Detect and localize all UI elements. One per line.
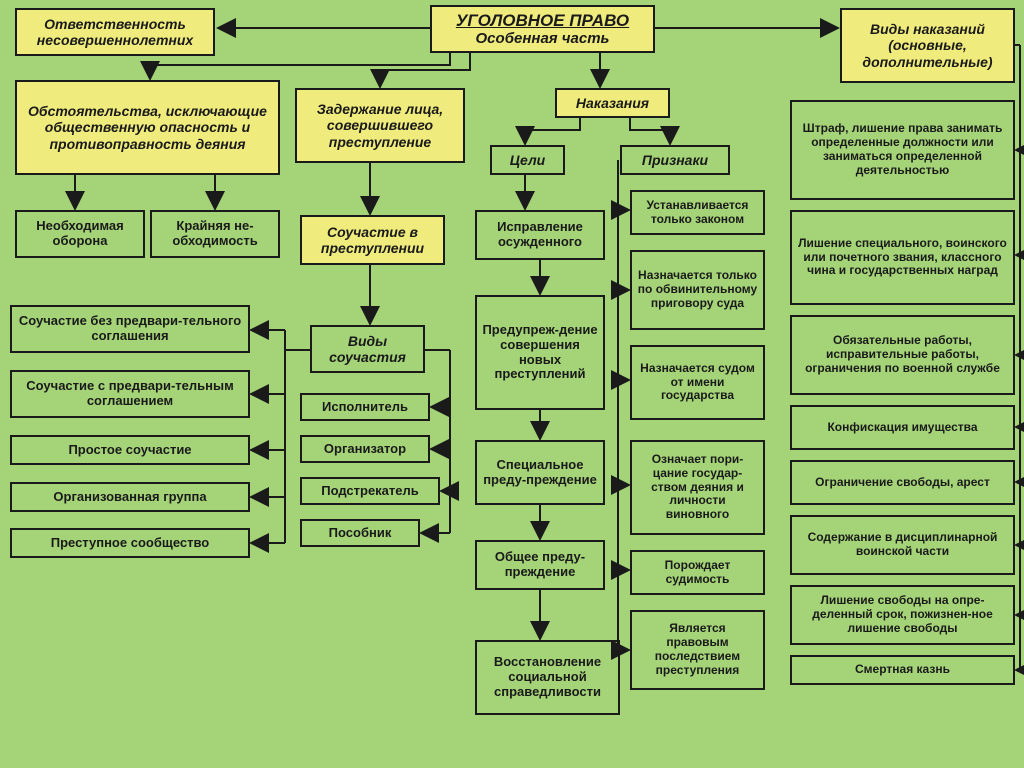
signs-item-0: Устанавливается только законом [630,190,765,235]
goals-item-4: Восстановление социальной справедливости [475,640,620,715]
complicity-item-4: Преступное сообщество [10,528,250,558]
complicity-item-1: Соучастие с предвари-тельным соглашением [10,370,250,418]
types-item-2: Подстрекатель [300,477,440,505]
punish-item-7: Смертная казнь [790,655,1015,685]
complicity-box: Соучастие в преступлении [300,215,445,265]
liability-minors: Ответственность несовершеннолетних [15,8,215,56]
punish-item-1: Лишение специального, воинского или поче… [790,210,1015,305]
types-item-3: Пособник [300,519,420,547]
circumstances-box: Обстоятельства, исключающие общественную… [15,80,280,175]
signs-item-2: Назначается судом от имени государства [630,345,765,420]
signs-box: Признаки [620,145,730,175]
punish-item-0: Штраф, лишение права занимать определенн… [790,100,1015,200]
root-subtitle: Особенная часть [476,30,610,47]
types-box: Виды соучастия [310,325,425,373]
types-item-0: Исполнитель [300,393,430,421]
extreme-necessity: Крайняя не-обходимость [150,210,280,258]
signs-item-4: Порождает судимость [630,550,765,595]
types-item-1: Организатор [300,435,430,463]
signs-item-5: Является правовым последствием преступле… [630,610,765,690]
punish-item-3: Конфискация имущества [790,405,1015,450]
goals-item-1: Предупреж-дение совершения новых преступ… [475,295,605,410]
complicity-item-0: Соучастие без предвари-тельного соглашен… [10,305,250,353]
root-box: УГОЛОВНОЕ ПРАВО Особенная часть [430,5,655,53]
punish-item-4: Ограничение свободы, арест [790,460,1015,505]
punishment-box: Наказания [555,88,670,118]
complicity-item-3: Организованная группа [10,482,250,512]
goals-item-3: Общее преду-преждение [475,540,605,590]
detention-box: Задержание лица, совершившего преступлен… [295,88,465,163]
goals-box: Цели [490,145,565,175]
signs-item-3: Означает пори-цание государ-ством деяния… [630,440,765,535]
punishment-types-header: Виды наказаний (основные, дополнительные… [840,8,1015,83]
punish-item-6: Лишение свободы на опре-деленный срок, п… [790,585,1015,645]
goals-item-2: Специальное преду-преждение [475,440,605,505]
necessary-defense: Необходимая оборона [15,210,145,258]
punish-item-5: Содержание в дисциплинарной воинской час… [790,515,1015,575]
complicity-item-2: Простое соучастие [10,435,250,465]
goals-item-0: Исправление осужденного [475,210,605,260]
root-title: УГОЛОВНОЕ ПРАВО [456,11,629,31]
punish-item-2: Обязательные работы, исправительные рабо… [790,315,1015,395]
signs-item-1: Назначается только по обвинительному при… [630,250,765,330]
